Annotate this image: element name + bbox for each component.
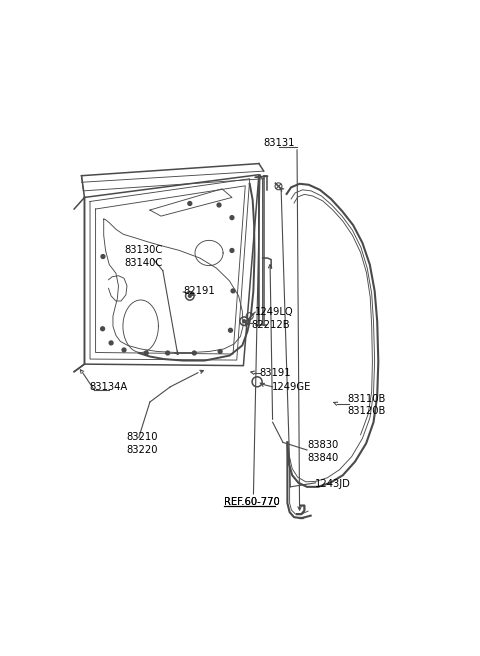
Text: 82212B: 82212B: [252, 319, 290, 330]
Text: 83130C
83140C: 83130C 83140C: [124, 245, 162, 268]
Circle shape: [166, 351, 169, 355]
Text: 83830
83840: 83830 83840: [307, 440, 338, 462]
Circle shape: [144, 351, 148, 355]
Circle shape: [231, 289, 235, 293]
Circle shape: [243, 319, 246, 323]
Text: 83110B
83120B: 83110B 83120B: [348, 394, 386, 416]
Text: 83131: 83131: [264, 138, 295, 148]
Circle shape: [218, 350, 222, 354]
Circle shape: [189, 295, 191, 297]
Circle shape: [101, 255, 105, 258]
Circle shape: [192, 351, 196, 355]
Text: 83210
83220: 83210 83220: [126, 432, 157, 455]
Circle shape: [230, 216, 234, 220]
Text: 82191: 82191: [183, 286, 215, 296]
Circle shape: [109, 341, 113, 345]
Circle shape: [101, 327, 105, 331]
Text: 1249GE: 1249GE: [272, 382, 311, 392]
Circle shape: [188, 201, 192, 205]
Text: 1249LQ: 1249LQ: [255, 306, 294, 317]
Text: 83191: 83191: [259, 368, 290, 378]
Text: 83134A: 83134A: [89, 382, 127, 392]
Text: REF.60-770: REF.60-770: [224, 497, 279, 507]
Text: 1243JD: 1243JD: [314, 479, 350, 489]
Circle shape: [228, 329, 232, 332]
Circle shape: [122, 348, 126, 352]
Circle shape: [217, 203, 221, 207]
Circle shape: [230, 249, 234, 253]
Text: REF.60-770: REF.60-770: [224, 497, 279, 507]
